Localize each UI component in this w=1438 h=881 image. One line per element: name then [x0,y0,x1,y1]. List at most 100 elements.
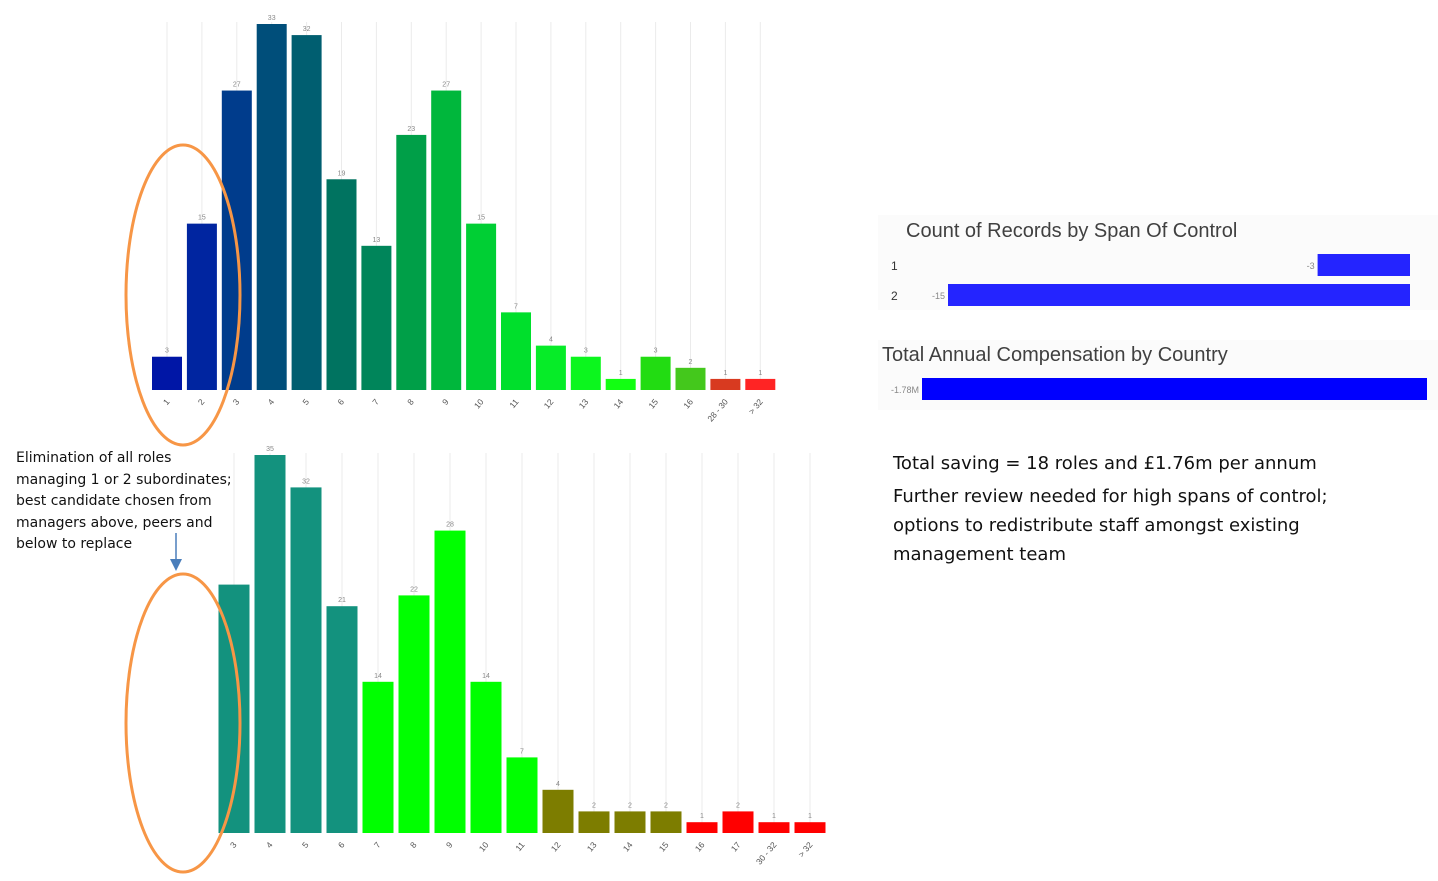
tick-label: 6 [335,397,346,407]
bar [186,223,217,390]
tick-label: 6 [336,840,347,850]
data-label: 32 [303,26,311,33]
bar [640,356,671,390]
tick-label: 9 [444,840,455,850]
data-label: 23 [407,126,415,133]
summary-line-3: options to redistribute staff amongst ex… [893,515,1300,536]
tick-label: 3 [228,840,239,850]
bar [501,312,531,390]
data-label: 32 [302,478,310,485]
data-label: 19 [338,170,346,177]
data-label: 2 [628,802,632,809]
bar [398,595,430,833]
tick-label: 4 [266,397,277,407]
bar [535,345,566,390]
bar [431,90,462,390]
bar [291,35,322,390]
bar [434,530,466,833]
bar [922,378,1427,400]
bar [745,378,776,390]
data-label: -3 [1307,261,1315,271]
data-label: 4 [556,781,560,788]
bar [326,606,358,833]
data-label: 35 [266,446,274,453]
category-label: 1 [891,259,898,273]
bar [152,356,182,390]
data-label: 1 [700,813,704,820]
data-label: 22 [410,586,418,593]
tick-label: 8 [408,840,419,850]
bar [570,356,601,390]
bar [362,681,394,833]
bar [722,811,754,833]
bar [396,134,427,390]
data-label: 21 [338,597,346,604]
span-of-control-chart-before: 3115227333432519613723827915107114123131… [152,15,776,424]
data-label: 1 [772,813,776,820]
bar [614,811,646,833]
tick-label: 9 [440,397,451,407]
data-label: 1 [723,370,727,377]
data-label: 1 [758,370,762,377]
bar [578,811,610,833]
category-label: 2 [891,289,898,303]
highlight-ellipse-top [124,143,242,447]
bar [506,757,538,833]
data-label: 3 [165,348,169,355]
bar [256,24,287,390]
bar [650,811,682,833]
data-label: -1.78M [891,385,919,395]
data-label: 27 [233,82,241,89]
data-label: 2 [592,802,596,809]
bar [686,822,718,833]
bar [948,284,1410,306]
highlight-ellipse-bottom [124,572,242,874]
tick-label: 7 [370,397,381,407]
data-label: 33 [268,15,276,22]
bar [710,378,741,390]
count-records-chart: 1 -3 2 -15 [891,254,1410,306]
data-label: 2 [664,802,668,809]
bar [466,223,497,390]
bar [290,487,322,833]
bar [542,789,574,833]
data-label: -15 [932,291,945,301]
bar [675,367,706,390]
tick-label: 3 [231,397,242,407]
summary-line-1: Total saving = 18 roles and £1.76m per a… [893,453,1317,474]
span-of-control-chart-after: 3354325216147228289141071141221321421511… [218,446,826,867]
data-label: 7 [514,303,518,310]
tick-label: 4 [264,840,275,850]
bar [470,681,502,833]
highlight-overlay [124,143,242,874]
data-label: 1 [808,813,812,820]
tick-label: 8 [405,397,416,407]
tick-label: 2 [196,397,207,407]
data-label: 14 [482,673,490,680]
bar [605,378,636,390]
data-label: 13 [373,237,381,244]
data-label: 15 [198,215,206,222]
data-label: 27 [442,82,450,89]
compensation-chart: -1.78M [891,378,1427,400]
bar [1317,254,1410,276]
tick-label: 7 [372,840,383,850]
bar [254,455,286,833]
data-label: 2 [689,359,693,366]
summary-line-2: Further review needed for high spans of … [893,486,1328,507]
bar [361,245,392,390]
bar [794,822,826,833]
annotation-text: Elimination of all roles managing 1 or 2… [16,450,232,552]
compensation-title: Total Annual Compensation by Country [882,344,1228,366]
data-label: 1 [619,370,623,377]
data-label: 3 [584,348,588,355]
tick-label: 1 [161,397,172,407]
bar [758,822,790,833]
data-label: 28 [446,522,454,529]
tick-label: 5 [300,840,311,850]
data-label: 14 [374,673,382,680]
count-records-title: Count of Records by Span Of Control [906,220,1238,242]
bar [326,179,357,390]
data-label: 15 [477,215,485,222]
summary-line-4: management team [893,544,1066,565]
